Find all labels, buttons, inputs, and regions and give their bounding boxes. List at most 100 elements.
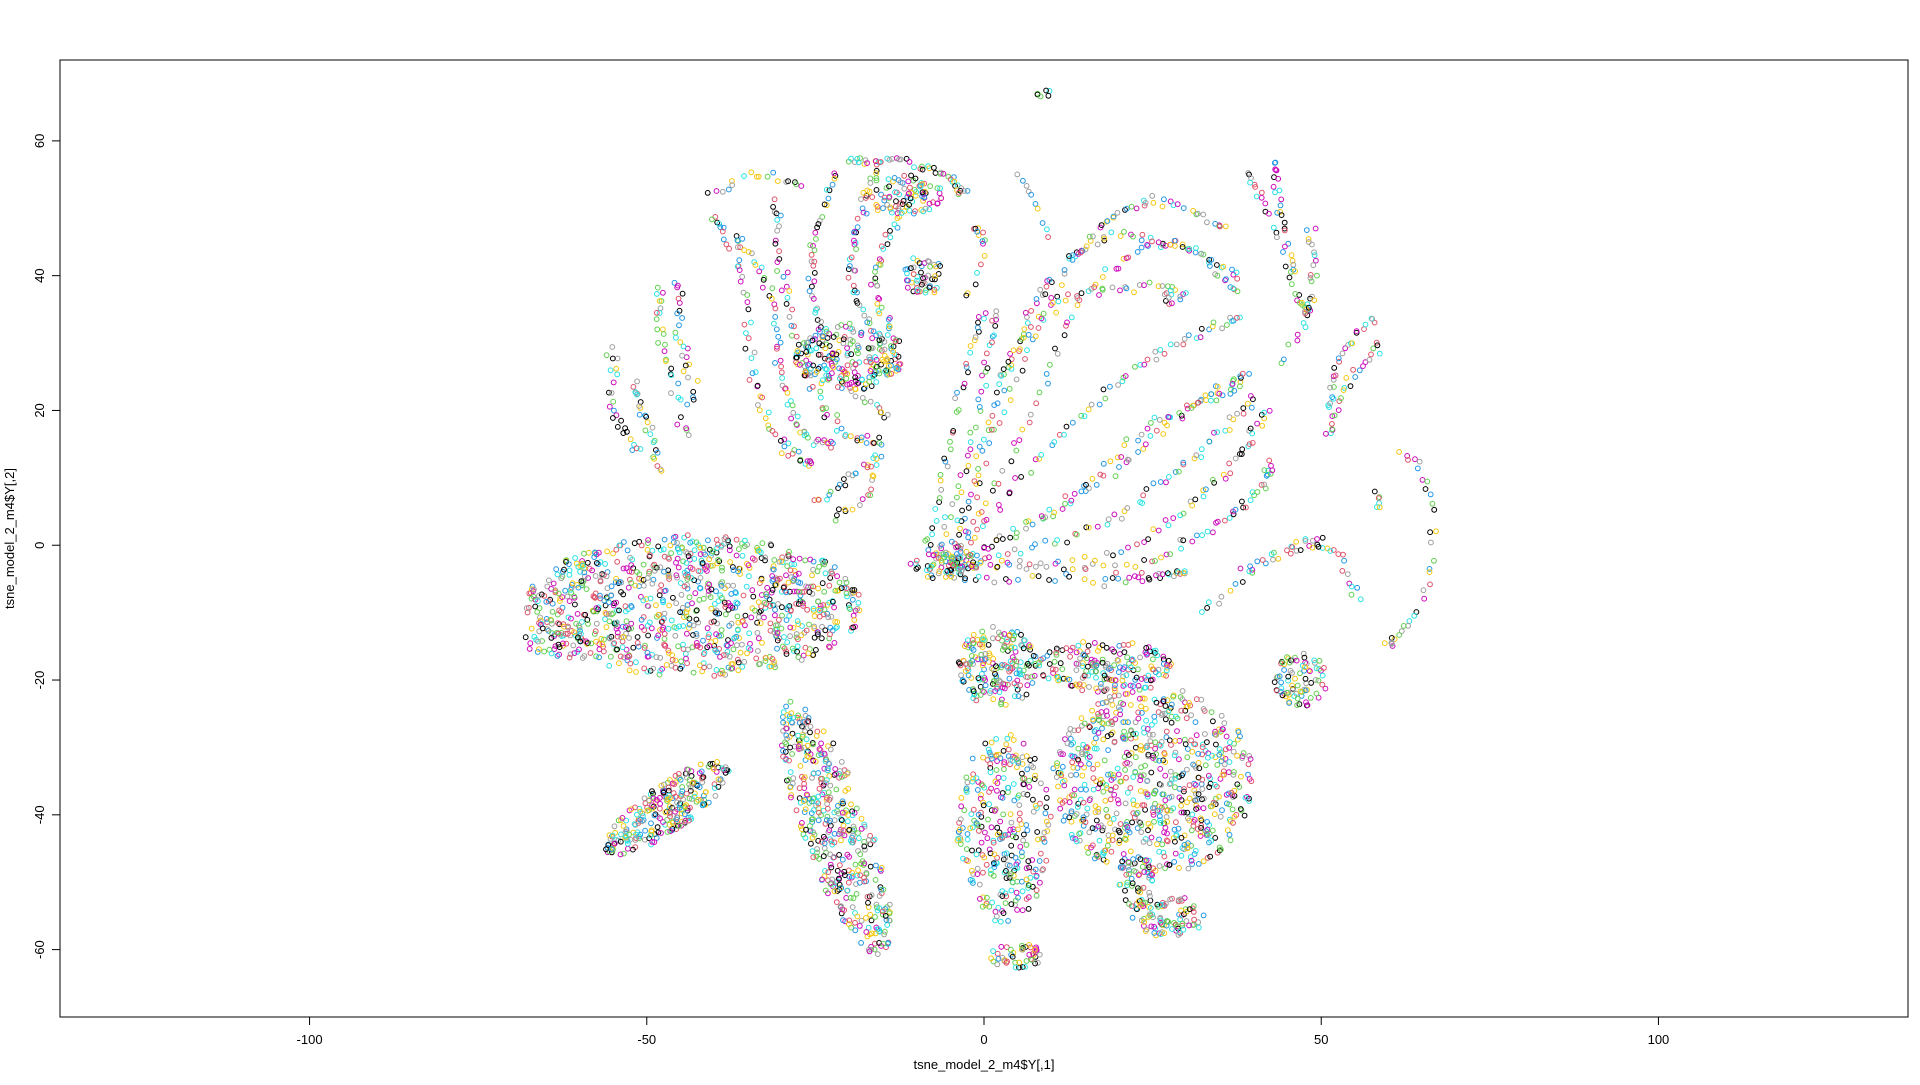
data-point — [1017, 557, 1023, 564]
data-point — [808, 347, 815, 354]
data-point — [815, 752, 822, 758]
data-point — [827, 746, 834, 753]
data-point — [1006, 631, 1013, 638]
data-point — [886, 322, 892, 329]
data-point — [672, 657, 679, 664]
data-point — [1117, 233, 1124, 240]
data-point — [534, 649, 541, 655]
data-point — [807, 556, 814, 563]
data-point — [1023, 662, 1030, 669]
data-point — [806, 621, 812, 628]
data-point — [839, 773, 845, 780]
data-point — [827, 861, 834, 868]
data-point — [720, 652, 727, 658]
data-point — [528, 625, 535, 632]
data-point — [1069, 557, 1076, 563]
data-point — [990, 872, 997, 879]
data-point — [1110, 816, 1117, 822]
data-point — [1098, 222, 1105, 229]
data-point — [953, 409, 960, 415]
data-point — [788, 792, 795, 798]
data-point — [1013, 670, 1020, 677]
data-point — [1302, 538, 1309, 544]
data-point — [787, 784, 793, 791]
data-point — [1183, 715, 1190, 722]
data-point — [1104, 218, 1111, 224]
data-point — [1121, 664, 1128, 670]
data-point — [1144, 777, 1151, 784]
data-point — [866, 354, 873, 361]
data-point — [1045, 380, 1051, 387]
data-point — [908, 172, 914, 179]
data-point — [742, 345, 749, 352]
data-point — [677, 609, 683, 616]
data-point — [810, 262, 817, 269]
data-point — [1217, 813, 1224, 820]
data-point — [816, 809, 822, 816]
data-point — [746, 630, 753, 637]
data-point — [620, 430, 627, 437]
data-point — [650, 795, 657, 802]
data-point — [580, 637, 586, 644]
data-point — [1148, 769, 1155, 776]
data-point — [816, 785, 823, 792]
data-point — [1143, 717, 1149, 724]
data-point — [555, 590, 562, 597]
data-point — [744, 650, 750, 657]
data-point — [819, 337, 826, 343]
data-point — [1231, 387, 1238, 394]
data-point — [1029, 336, 1036, 343]
data-point — [825, 789, 832, 796]
data-point — [834, 573, 840, 580]
data-point — [743, 583, 750, 590]
data-point — [1115, 704, 1122, 711]
data-point — [1148, 677, 1154, 684]
data-point — [1140, 446, 1147, 452]
data-point — [653, 602, 659, 609]
data-point — [810, 816, 816, 822]
data-point — [1166, 663, 1173, 669]
data-point — [1084, 844, 1090, 851]
data-point — [641, 627, 648, 633]
data-point — [1025, 331, 1032, 338]
data-point — [608, 592, 614, 599]
data-point — [1194, 826, 1201, 832]
data-point — [1012, 865, 1019, 872]
data-point — [1181, 788, 1187, 795]
data-point — [1053, 774, 1060, 780]
data-point — [523, 605, 530, 612]
data-point — [933, 518, 940, 524]
data-point — [683, 354, 690, 361]
data-point — [1023, 691, 1030, 698]
data-point — [1085, 850, 1092, 856]
data-point — [816, 340, 823, 347]
data-point — [572, 555, 578, 561]
data-point — [785, 551, 791, 558]
data-point — [943, 531, 950, 537]
data-point — [1342, 345, 1349, 352]
data-point — [1131, 814, 1138, 821]
data-point — [765, 409, 772, 416]
data-point — [805, 650, 812, 657]
data-point — [1032, 563, 1039, 570]
data-point — [815, 436, 821, 443]
data-point — [1258, 194, 1265, 201]
data-point — [1073, 811, 1080, 817]
data-point — [659, 666, 665, 672]
data-point — [954, 517, 961, 524]
data-point — [1139, 695, 1146, 702]
data-point — [993, 767, 1000, 773]
data-point — [1178, 802, 1184, 809]
data-point — [1013, 861, 1020, 868]
data-point — [1307, 275, 1314, 281]
data-point — [693, 631, 700, 637]
data-point — [1161, 196, 1167, 203]
data-point — [811, 613, 818, 619]
data-point — [863, 915, 869, 921]
data-point — [1302, 536, 1309, 542]
data-point — [1181, 809, 1187, 816]
data-point — [555, 630, 562, 637]
data-point — [1095, 854, 1101, 860]
data-point — [681, 811, 688, 818]
data-point — [979, 238, 986, 245]
